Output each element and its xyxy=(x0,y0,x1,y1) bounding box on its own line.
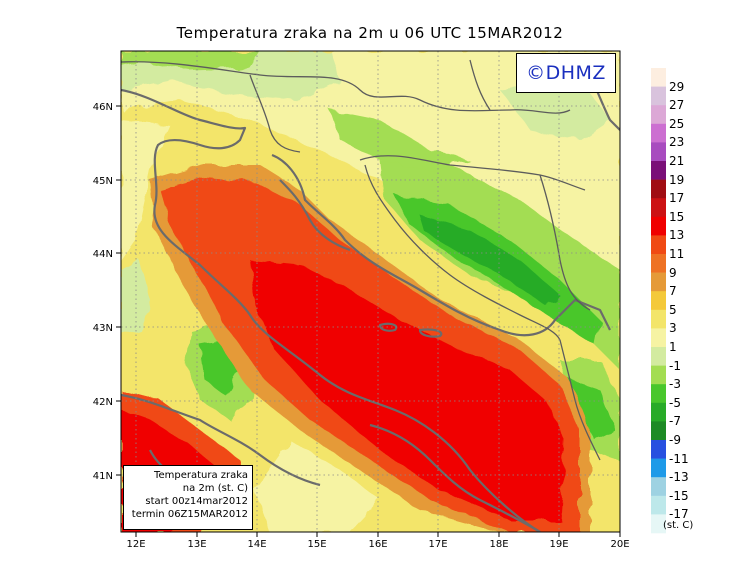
colorbar-label: 27 xyxy=(669,98,685,113)
x-tick-label: 15E xyxy=(307,539,326,550)
colorbar-swatch xyxy=(651,477,666,497)
colorbar-swatch xyxy=(651,198,666,218)
dhmz-badge: ©DHMZ xyxy=(516,53,616,93)
y-tick-label: 44N xyxy=(93,249,113,260)
map-frame xyxy=(120,50,621,533)
colorbar-label: -5 xyxy=(669,395,681,410)
info-line: Temperatura zraka xyxy=(154,470,248,481)
colorbar-swatch xyxy=(651,495,666,515)
colorbar-swatch xyxy=(651,309,666,329)
colorbar-swatch xyxy=(651,328,666,348)
colorbar-swatch xyxy=(651,384,666,404)
colorbar-swatch xyxy=(651,458,666,478)
colorbar-label: -11 xyxy=(669,451,689,466)
colorbar-label: 23 xyxy=(669,135,685,150)
colorbar-swatch xyxy=(651,421,666,441)
info-line: start 00z14mar2012 xyxy=(145,496,248,507)
x-tick-label: 16E xyxy=(368,539,387,550)
colorbar-swatch xyxy=(651,291,666,311)
colorbar-label: 25 xyxy=(669,116,685,131)
info-line: na 2m (st. C) xyxy=(182,483,248,494)
x-tick-label: 17E xyxy=(428,539,447,550)
colorbar-label: 9 xyxy=(669,265,677,280)
colorbar-swatch xyxy=(651,514,666,534)
y-tick-label: 43N xyxy=(93,323,113,334)
colorbar-label: 29 xyxy=(669,79,685,94)
colorbar-swatch xyxy=(651,86,666,106)
temperature-field xyxy=(121,51,620,532)
colorbar-label: 5 xyxy=(669,302,677,317)
y-tick-label: 46N xyxy=(93,102,113,113)
colorbar-swatch xyxy=(651,440,666,459)
colorbar-label: -17 xyxy=(669,507,689,522)
x-tick-label: 19E xyxy=(549,539,568,550)
colorbar-label: -1 xyxy=(669,358,681,373)
colorbar-swatch xyxy=(651,179,666,199)
colorbar-unit: (st. C) xyxy=(663,520,694,531)
colorbar-label: 3 xyxy=(669,321,677,336)
country-borders xyxy=(121,59,601,461)
info-box: Temperatura zraka na 2m (st. C) start 00… xyxy=(123,465,253,530)
y-tick-label: 45N xyxy=(93,176,113,187)
x-tick-label: 12E xyxy=(126,539,145,550)
colorbar-swatch xyxy=(651,216,666,236)
colorbar-label: 19 xyxy=(669,172,685,187)
colorbar-swatch xyxy=(651,365,666,385)
y-tick-label: 42N xyxy=(93,397,113,408)
colorbar-swatch xyxy=(651,123,666,143)
colorbar-label: 11 xyxy=(669,247,685,261)
colorbar-swatch xyxy=(651,105,666,125)
y-axis-labels: 46N 45N 44N 43N 42N 41N xyxy=(93,102,113,482)
colorbar-swatch xyxy=(651,68,666,87)
x-tick-label: 18E xyxy=(489,539,508,550)
x-tick-label: 14E xyxy=(247,539,266,550)
graticule xyxy=(121,51,620,532)
colorbar-swatch xyxy=(651,254,666,273)
colorbar-label: 1 xyxy=(669,340,677,354)
colorbar-swatch xyxy=(651,235,666,255)
colorbar-label: 13 xyxy=(669,228,685,243)
colorbar-label: -9 xyxy=(669,433,681,447)
colorbar-label: 15 xyxy=(669,209,685,224)
info-line: termin 06Z15MAR2012 xyxy=(131,509,248,520)
colorbar-label: 7 xyxy=(669,284,677,299)
map-title: Temperatura zraka na 2m u 06 UTC 15MAR20… xyxy=(176,24,564,42)
tick-marks xyxy=(116,105,621,537)
colorbar-label: -13 xyxy=(669,470,689,485)
colorbar-label: -15 xyxy=(669,488,689,503)
colorbar-label: 21 xyxy=(669,154,685,168)
colorbar-label: -3 xyxy=(669,377,681,392)
colorbar xyxy=(651,68,666,534)
y-tick-label: 41N xyxy=(93,471,113,482)
x-tick-label: 13E xyxy=(187,539,206,550)
colorbar-label: -7 xyxy=(669,414,681,429)
colorbar-label: 17 xyxy=(669,191,685,206)
x-tick-label: 20E xyxy=(610,539,629,550)
colorbar-swatch xyxy=(651,272,666,292)
colorbar-swatch xyxy=(651,347,666,366)
colorbar-swatch xyxy=(651,402,666,422)
colorbar-swatch xyxy=(651,161,666,180)
x-axis-labels: 12E 13E 14E 15E 16E 17E 18E 19E 20E xyxy=(126,539,629,550)
colorbar-swatch xyxy=(651,142,666,162)
